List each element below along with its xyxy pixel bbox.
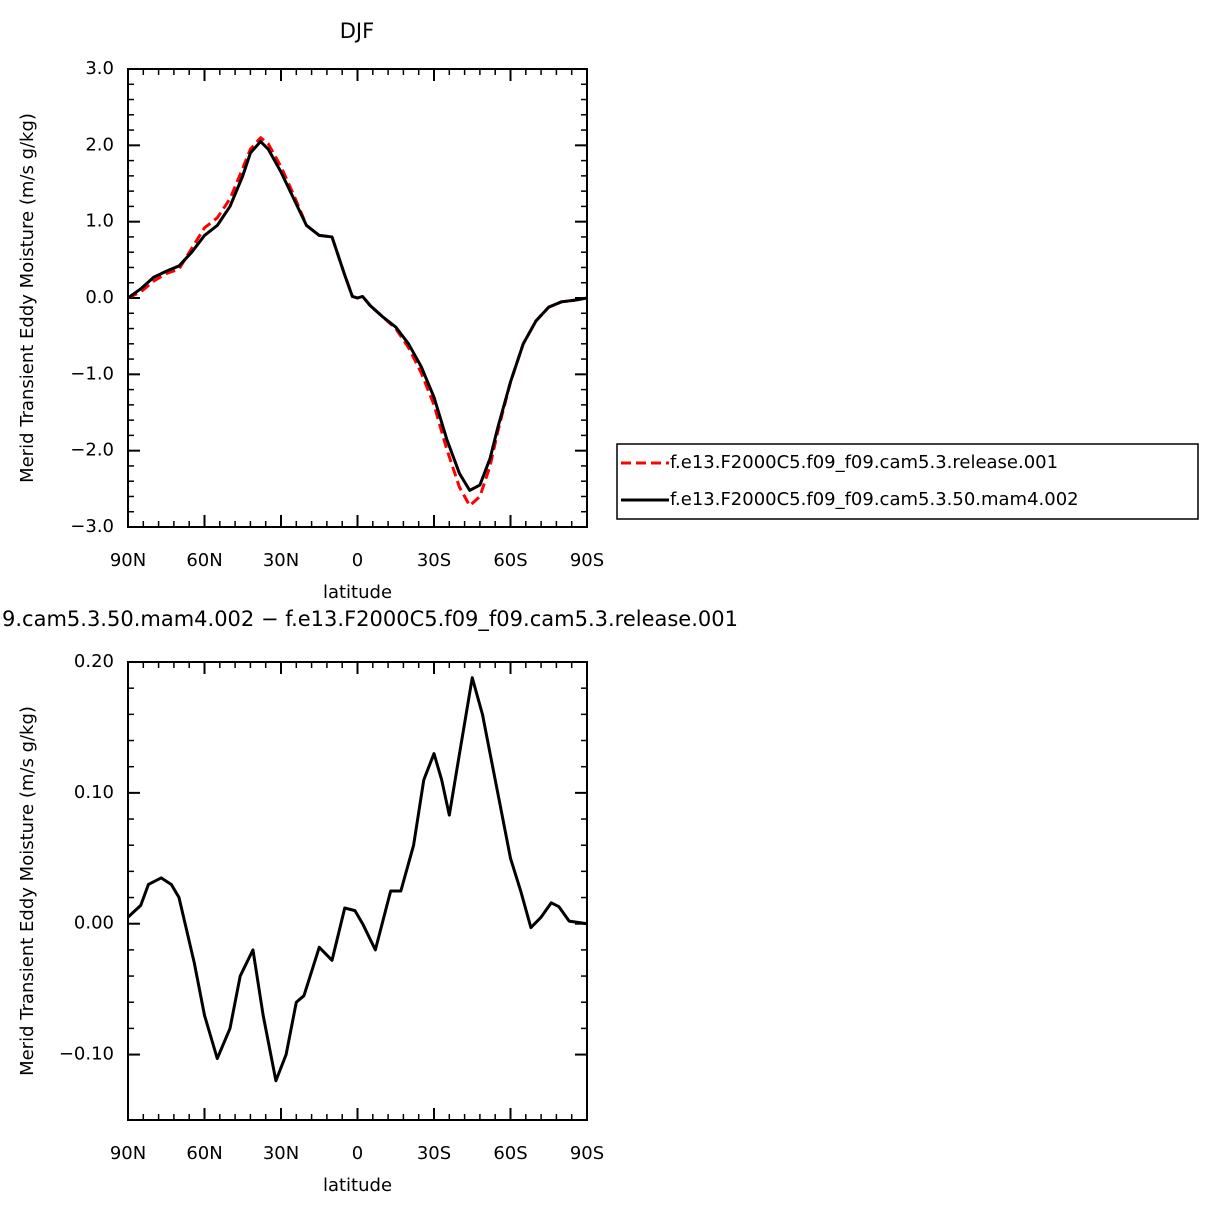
plot-frame bbox=[127, 68, 588, 528]
data-line bbox=[127, 136, 588, 508]
y-tick-label: −0.10 bbox=[59, 1044, 114, 1065]
data-line bbox=[126, 676, 588, 1083]
legend-label: f.e13.F2000C5.f09_f09.cam5.3.50.mam4.002 bbox=[670, 489, 1079, 510]
x-tick-label: 90N bbox=[110, 550, 146, 571]
y-tick-label: 0.20 bbox=[74, 651, 114, 672]
plot-frame bbox=[127, 661, 588, 1121]
data-line bbox=[127, 140, 588, 492]
chart-title: 9.cam5.3.50.mam4.002 − f.e13.F2000C5.f09… bbox=[2, 607, 738, 632]
x-tick-label: 30S bbox=[417, 550, 451, 571]
y-tick-label: −2.0 bbox=[70, 440, 114, 461]
y-axis-label: Merid Transient Eddy Moisture (m/s g/kg) bbox=[17, 113, 38, 483]
y-tick-label: 0.0 bbox=[85, 287, 114, 308]
y-axis-label: Merid Transient Eddy Moisture (m/s g/kg) bbox=[17, 706, 38, 1076]
chart-title: DJF bbox=[340, 19, 374, 43]
y-tick-label: 0.10 bbox=[74, 782, 114, 803]
y-tick-label: 2.0 bbox=[85, 134, 114, 155]
x-tick-label: 90N bbox=[110, 1143, 146, 1164]
x-tick-label: 30N bbox=[263, 550, 299, 571]
legend-box bbox=[616, 443, 1199, 520]
x-tick-label: 30N bbox=[263, 1143, 299, 1164]
x-tick-label: 60N bbox=[186, 1143, 222, 1164]
x-tick-label: 60N bbox=[186, 550, 222, 571]
x-tick-label: 60S bbox=[493, 550, 527, 571]
x-tick-label: 60S bbox=[493, 1143, 527, 1164]
x-tick-label: 30S bbox=[417, 1143, 451, 1164]
y-tick-label: 1.0 bbox=[85, 211, 114, 232]
x-tick-label: 0 bbox=[352, 1143, 363, 1164]
panel: DJF Merid Transient Eddy Moisture (m/s g/… bbox=[17, 19, 1199, 603]
x-axis-label: latitude bbox=[323, 582, 392, 603]
x-axis-label: latitude bbox=[323, 1175, 392, 1196]
x-tick-label: 90S bbox=[570, 1143, 604, 1164]
x-tick-label: 90S bbox=[570, 550, 604, 571]
x-tick-label: 0 bbox=[352, 550, 363, 571]
panel: 9.cam5.3.50.mam4.002 − f.e13.F2000C5.f09… bbox=[2, 607, 738, 1196]
legend-label: f.e13.F2000C5.f09_f09.cam5.3.release.001 bbox=[670, 452, 1058, 473]
y-tick-label: −3.0 bbox=[70, 516, 114, 537]
y-tick-label: 3.0 bbox=[85, 58, 114, 79]
y-tick-label: −1.0 bbox=[70, 363, 114, 384]
y-tick-label: 0.00 bbox=[74, 913, 114, 934]
